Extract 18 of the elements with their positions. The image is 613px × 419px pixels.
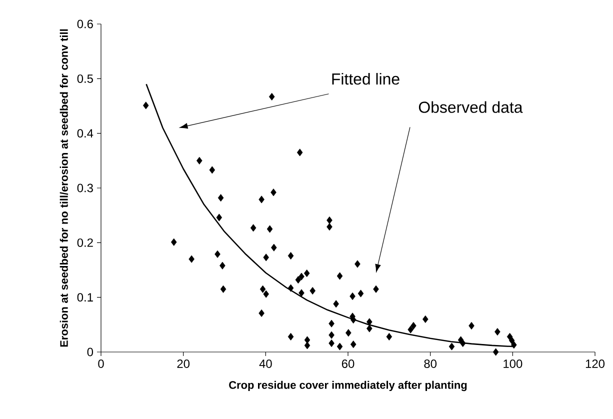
x-tick-label: 40 [259,360,272,368]
y-tick-label: 0.4 [77,129,94,138]
y-axis-title: Erosion at seedbed for no till/erosion at seedbed for conv till [60,29,68,347]
x-tick-label: 80 [424,360,437,368]
x-tick-label: 60 [342,360,354,368]
x-tick-label: 20 [177,360,190,368]
x-tick-label: 100 [504,360,522,368]
annotation: Fitted line [332,72,400,85]
y-tick-label: 0.2 [77,238,93,247]
annotation: Observed data [418,101,523,113]
x-tick-label: 0 [98,360,104,368]
x-axis-title: Crop residue cover immediately after planting [229,380,467,392]
x-tick-label: 120 [586,360,605,368]
y-tick-label: 0.6 [77,20,93,28]
y-tick-label: 0.5 [77,74,93,83]
y-tick-label: 0.1 [77,293,93,302]
y-tick-label: 0 [87,348,94,356]
y-tick-label: 0.3 [77,184,93,192]
